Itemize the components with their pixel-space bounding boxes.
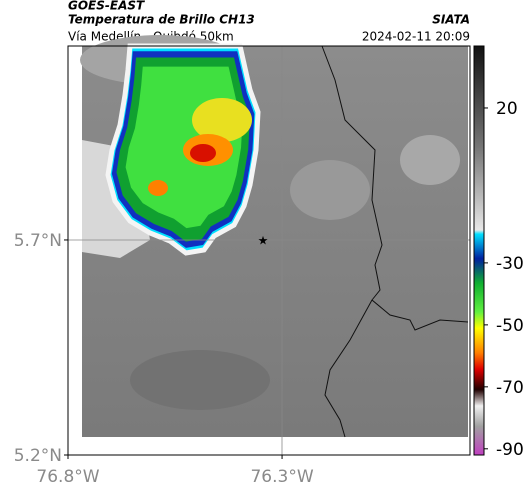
colorbar-tick-label: -50	[496, 316, 524, 336]
svg-text:★: ★	[258, 234, 269, 248]
colorbar-tick-label: -90	[496, 440, 524, 460]
colorbar-tick-label: -30	[496, 254, 524, 274]
colorbar	[473, 45, 485, 456]
x-tick-label: 76.3°W	[250, 467, 313, 487]
org: SIATA	[432, 13, 470, 27]
y-tick-label: 5.7°N	[14, 231, 62, 251]
map-image: ★	[67, 35, 471, 456]
y-tick-label: 5.2°N	[14, 446, 62, 466]
source: GOES-EAST	[68, 0, 145, 13]
x-tick-label: 76.8°W	[36, 467, 99, 487]
title: Temperatura de Brillo CH13	[68, 13, 255, 27]
datetime: 2024-02-11 20:09	[362, 30, 470, 44]
colorbar-tick-label: 20	[496, 99, 518, 119]
colorbar-tick-label: -70	[496, 378, 524, 398]
